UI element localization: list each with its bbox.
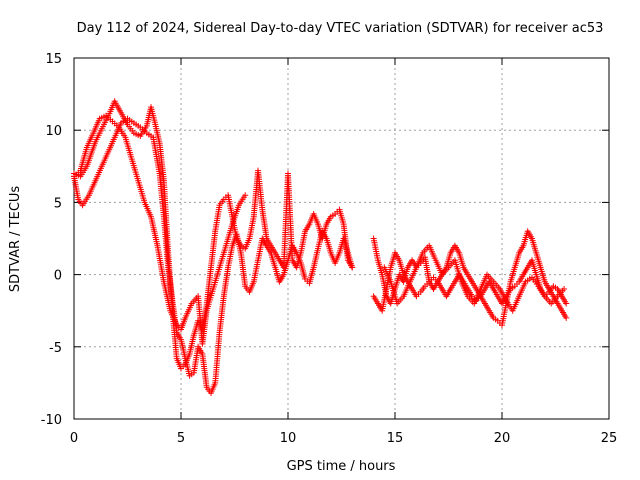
plot-area-frame xyxy=(73,57,610,420)
x-tick-label: 20 xyxy=(494,431,511,446)
y-tick-label: 5 xyxy=(54,196,62,211)
y-tick-label: -5 xyxy=(49,341,62,356)
data-point xyxy=(561,286,568,292)
x-axis-label: GPS time / hours xyxy=(287,459,396,474)
data-point xyxy=(242,192,249,199)
x-tick-label: 5 xyxy=(177,431,185,446)
grid xyxy=(74,58,609,419)
y-tick-label: 10 xyxy=(45,124,62,139)
data-point xyxy=(563,300,570,307)
x-tick-label: 15 xyxy=(387,431,404,446)
y-tick-label: 15 xyxy=(45,52,62,67)
x-tick-label: 25 xyxy=(601,431,618,446)
y-tick-label: 0 xyxy=(54,269,62,284)
y-axis-label: SDTVAR / TECUs xyxy=(8,186,23,293)
x-tick-label: 10 xyxy=(280,431,297,446)
data-point xyxy=(563,314,570,321)
chart-title: Day 112 of 2024, Sidereal Day-to-day VTE… xyxy=(77,21,604,36)
data-points xyxy=(71,98,570,396)
x-tick-label: 0 xyxy=(70,431,78,446)
axis-ticks: 0 5 10 15 20 25 -10 -5 0 5 10 15 xyxy=(41,52,618,446)
y-tick-label: -10 xyxy=(41,413,62,428)
data-point xyxy=(349,264,356,271)
